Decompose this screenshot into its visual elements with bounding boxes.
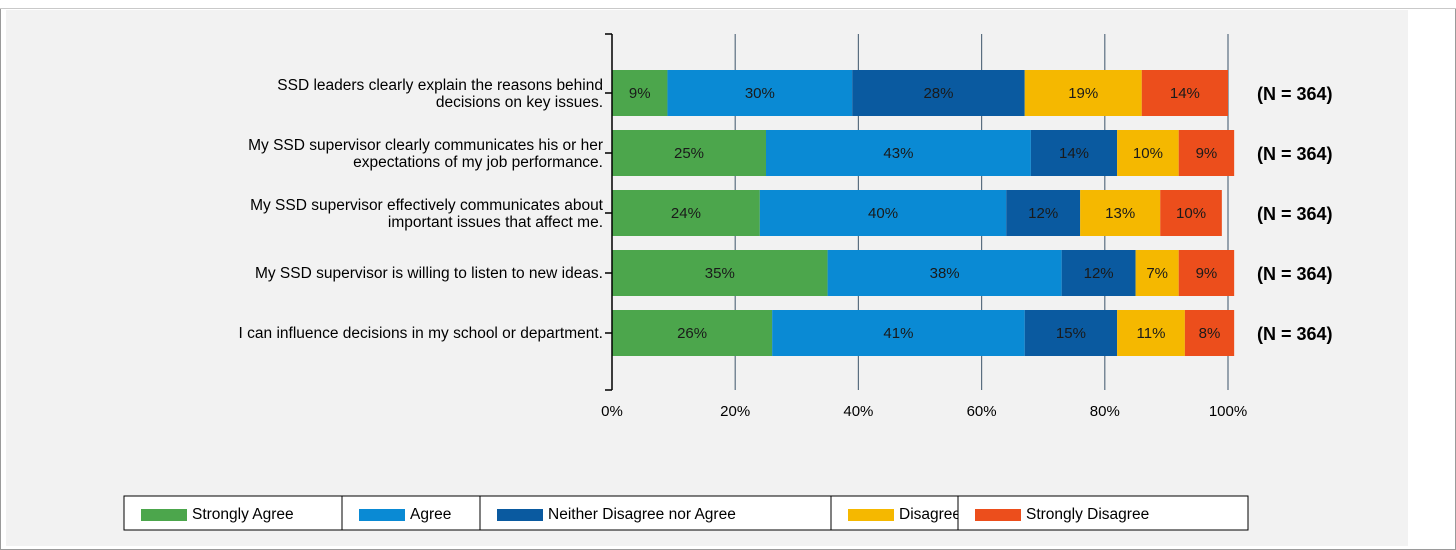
data-label: 19% [1068,85,1098,102]
n-label: (N = 364) [1257,84,1333,104]
data-label: 12% [1084,265,1114,282]
bar-segment [1030,130,1118,176]
bar-segment [612,190,760,236]
data-label: 12% [1028,205,1058,222]
bar-segment [612,250,828,296]
data-label: 24% [671,205,701,222]
bar-segment [1184,310,1235,356]
data-label: 26% [677,325,707,342]
bar-segment [772,310,1025,356]
legend-label: Agree [410,506,451,523]
data-label: 10% [1176,205,1206,222]
data-label: 43% [883,145,913,162]
bar-segment [766,130,1031,176]
bar-segment [612,130,766,176]
bar-segment [1080,190,1161,236]
bar-segment [827,250,1062,296]
category-label-line: My SSD supervisor clearly communicates h… [248,137,603,154]
data-label: 11% [1137,325,1166,342]
bar-segment [1178,130,1235,176]
x-tick-label: 60% [967,403,997,420]
category-axis [605,33,613,391]
n-label: (N = 364) [1257,204,1333,224]
data-label: 10% [1133,145,1163,162]
legend-swatch [848,509,894,521]
category-label: My SSD supervisor clearly communicates h… [248,137,603,171]
bar-segment [1141,70,1228,116]
legend-swatch [141,509,187,521]
data-label: 30% [745,85,775,102]
bar-segment [1135,250,1179,296]
n-labels: (N = 364) (N = 364) (N = 364) (N = 364) (N =… [1257,84,1333,344]
data-label: 15% [1056,325,1086,342]
category-label: My SSD supervisor is willing to listen t… [255,265,603,282]
bar-segment [1006,190,1081,236]
bar-segment [667,70,853,116]
bar-segment [1024,310,1118,356]
category-label-line: SSD leaders clearly explain the reasons … [277,77,603,94]
x-tick-label: 80% [1090,403,1120,420]
bar-segment [1024,70,1142,116]
bar-segment [759,190,1007,236]
legend: Strongly Agree Agree Neither Disagree nor … [123,495,1249,531]
legend-label: Strongly Disagree [1026,506,1149,523]
category-labels: SSD leaders clearly explain the reasons … [239,77,604,342]
bar-segment [1160,190,1222,236]
data-label: 25% [674,145,704,162]
legend-swatch [497,509,543,521]
data-label: 7% [1146,265,1168,282]
legend-swatch [975,509,1021,521]
data-label: 38% [930,265,960,282]
category-label: I can influence decisions in my school o… [239,325,603,342]
x-tick-label: 100% [1209,403,1247,420]
data-label: 9% [629,85,651,102]
x-tick-label: 0% [601,403,623,420]
n-label: (N = 364) [1257,264,1333,284]
x-tick-labels: 0% 20% 40% 60% 80% 100% [601,403,1247,420]
n-label: (N = 364) [1257,324,1333,344]
x-tick-label: 40% [843,403,873,420]
legend-label: Disagree [899,506,961,523]
data-label: 35% [705,265,735,282]
category-label-line: expectations of my job performance. [353,154,603,171]
category-label-line: important issues that affect me. [388,214,603,231]
legend-swatch [359,509,405,521]
bars: 9% 30% 28% 19% 14% 25% 43% 14% 10% 9% 24% 40% 12% 13%… [612,70,1235,356]
data-label: 41% [883,325,913,342]
data-label: 13% [1105,205,1135,222]
data-label: 40% [868,205,898,222]
bar-segment [852,70,1025,116]
legend-label: Strongly Agree [192,506,294,523]
data-label: 14% [1170,85,1200,102]
category-label-line: decisions on key issues. [436,94,603,111]
legend-label: Neither Disagree nor Agree [548,506,736,523]
bar-segment [1061,250,1136,296]
category-label-line: My SSD supervisor effectively communicat… [250,197,604,214]
category-label: SSD leaders clearly explain the reasons … [277,77,603,111]
bar-segment [612,70,668,116]
data-label: 9% [1196,145,1218,162]
x-tick-label: 20% [720,403,750,420]
data-label: 14% [1059,145,1089,162]
data-label: 28% [923,85,953,102]
top-strip [0,0,1456,9]
data-label: 8% [1199,325,1221,342]
bar-segment [1178,250,1235,296]
data-label: 9% [1196,265,1218,282]
bar-segment [612,310,773,356]
category-label: My SSD supervisor effectively communicat… [250,197,604,231]
n-label: (N = 364) [1257,144,1333,164]
bar-segment [1117,130,1179,176]
bar-segment [1117,310,1185,356]
